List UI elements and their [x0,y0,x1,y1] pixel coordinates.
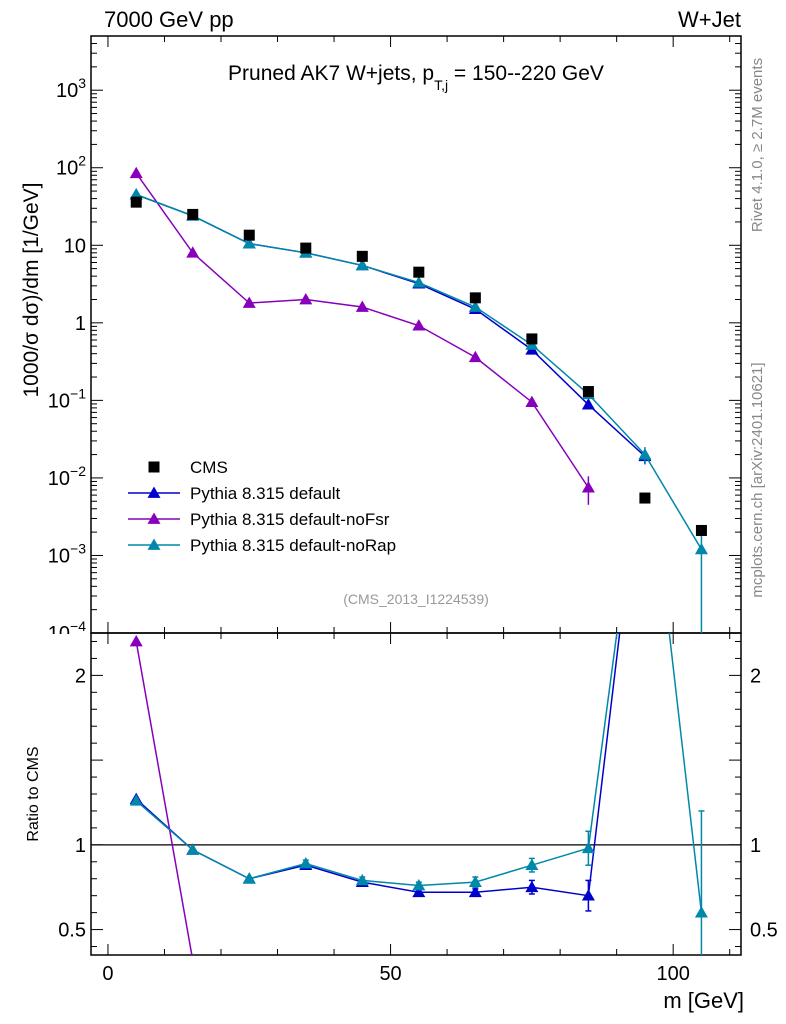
series-3-marker [355,258,369,271]
cms-data-point [356,250,368,262]
legend-series-2-label: Pythia 8.315 default-noFsr [190,510,390,529]
main-y-axis-label: 1000/σ dσ)/dm [1/GeV] [20,182,43,397]
legend-series-1-marker [147,486,161,498]
cms-data-point [413,266,425,278]
legend: CMS Pythia 8.315 default Pythia 8.315 defa… [128,458,396,555]
series-2-marker [468,350,482,363]
series-1-ratio-marker [525,880,539,893]
ratio-tick-label: 0.5 [58,920,86,942]
ratio-tick-label-right: 0.5 [750,920,778,942]
ratio-tick-label-right: 2 [750,665,761,687]
ratio-y-axis-label: Ratio to CMS [25,746,42,841]
ratio-plot-frame [90,632,742,956]
series-3-marker [412,276,426,288]
y-tick-label: 103 [56,75,86,102]
ratio-tick-label: 2 [75,665,86,687]
mcplots-label: mcplots.cern.ch [arXiv:2401.10621] [749,362,766,597]
legend-series-1-label: Pythia 8.315 default [190,484,341,503]
plot-title: Pruned AK7 W+jets, pT,j = 150--220 GeV [228,62,604,93]
cms-data-point [130,196,142,208]
series-3-ratio-marker [525,858,539,871]
cms-data-point [243,229,255,241]
y-tick-label: 102 [56,153,86,180]
series-3-ratio-marker [468,875,482,888]
series-2-line [135,172,590,489]
series-1-ratio-marker [581,889,595,901]
cms-data-point [187,208,199,220]
main-plot-frame [90,35,742,634]
series-3-marker [468,300,482,312]
series-3-ratio-marker [299,856,313,869]
series-1-marker [581,398,595,410]
x-tick-label: 100 [656,963,689,985]
series-3-ratio-marker [694,906,708,918]
series-3-ratio-marker [355,873,369,886]
series-3-ratio-marker [186,843,200,855]
rivet-version-label: Rivet 4.1.0, ≥ 2.7M events [749,58,766,232]
cms-data-point [300,242,312,254]
cms-data-point [695,524,707,536]
header-left-label: 7000 GeV pp [104,7,234,32]
series-2-marker [412,319,426,331]
series-1-line [135,193,646,457]
legend-series-3-label: Pythia 8.315 default-noRap [190,536,396,555]
series-3-ratio-marker [412,879,426,891]
series-2-marker [242,296,256,308]
series-2-marker [581,481,595,493]
series-3-ratio-marker [638,415,651,426]
ratio-plot-area [91,415,741,955]
series-2-marker [299,292,313,305]
cms-data-point [639,492,651,504]
analysis-label: (CMS_2013_I1224539) [343,591,489,607]
x-tick-label: 0 [102,963,113,985]
series-1-ratio-marker [412,885,426,898]
cms-data-point [582,386,594,398]
series-3-ratio-marker [581,841,595,854]
series-2-marker [129,166,143,179]
series-3-marker [242,237,256,249]
y-tick-label: 10 [64,235,86,257]
y-tick-label: 1 [75,313,86,335]
header-right-label: W+Jet [678,7,741,32]
y-tick-label: 10−3 [48,540,86,567]
series-3-ratio-marker [242,872,256,884]
series-1-ratio-marker [468,885,482,898]
series-3-ratio-marker [129,794,143,806]
cms-data-point [469,292,481,304]
legend-cms-label: CMS [190,458,228,477]
y-tick-label: 10−1 [48,385,86,412]
series-2-ratio-marker [191,953,194,955]
y-tick-label: 10−2 [48,463,86,490]
legend-cms-marker [148,461,160,473]
main-plot-area [129,166,708,633]
x-axis-label: m [GeV] [663,988,744,1013]
series-3-marker [638,448,652,460]
x-tick-label: 50 [379,963,401,985]
legend-series-2-marker [147,512,161,524]
series-2-marker [186,246,200,258]
series-2-marker [355,300,369,312]
series-2-ratio-line [135,641,193,955]
series-1-ratio-marker [638,415,651,426]
series-2-ratio-marker [129,634,143,647]
cms-data-point [526,333,538,345]
label-mask [30,634,90,654]
ratio-tick-label-right: 1 [750,835,761,857]
legend-series-3-marker [147,538,161,550]
series-3-marker [694,542,708,555]
axis-ticks: 05010010−310−210−111010210310−40.50.5112… [30,35,778,985]
series-2-marker [525,395,539,407]
ratio-tick-label: 1 [75,835,86,857]
